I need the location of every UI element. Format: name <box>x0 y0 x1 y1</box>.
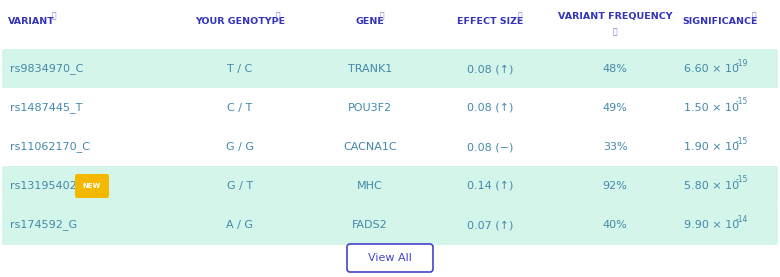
Text: rs11062170_C: rs11062170_C <box>10 142 90 152</box>
Text: SIGNIFICANCE: SIGNIFICANCE <box>682 17 757 25</box>
Text: rs174592_G: rs174592_G <box>10 220 77 230</box>
Text: 48%: 48% <box>603 64 627 74</box>
Text: 1.90 × 10: 1.90 × 10 <box>684 142 739 152</box>
Text: G / G: G / G <box>226 142 254 152</box>
Text: -19: -19 <box>736 58 748 68</box>
Text: ⓘ: ⓘ <box>275 12 280 20</box>
Text: -14: -14 <box>736 214 748 224</box>
Text: A / G: A / G <box>226 220 254 230</box>
FancyBboxPatch shape <box>2 127 778 167</box>
Text: -15: -15 <box>736 98 748 106</box>
Text: TRANK1: TRANK1 <box>348 64 392 74</box>
Text: 0.08 (↑): 0.08 (↑) <box>466 103 513 113</box>
Text: GENE: GENE <box>356 17 385 25</box>
Text: 1.50 × 10: 1.50 × 10 <box>685 103 739 113</box>
Text: View All: View All <box>368 253 412 263</box>
Text: 5.80 × 10: 5.80 × 10 <box>684 181 739 191</box>
Text: 92%: 92% <box>603 181 627 191</box>
Text: YOUR GENOTYPE: YOUR GENOTYPE <box>195 17 285 25</box>
FancyBboxPatch shape <box>347 244 433 272</box>
Text: 0.08 (−): 0.08 (−) <box>466 142 513 152</box>
Bar <box>0 0 780 48</box>
Text: -15: -15 <box>736 137 748 145</box>
Text: CACNA1C: CACNA1C <box>343 142 397 152</box>
FancyBboxPatch shape <box>2 88 778 128</box>
Text: MHC: MHC <box>357 181 383 191</box>
Text: 49%: 49% <box>603 103 627 113</box>
Text: ⓘ: ⓘ <box>518 12 523 20</box>
Text: ⓘ: ⓘ <box>380 12 385 20</box>
Text: EFFECT SIZE: EFFECT SIZE <box>457 17 523 25</box>
FancyBboxPatch shape <box>75 174 109 198</box>
FancyBboxPatch shape <box>2 49 778 89</box>
Text: ⓘ: ⓘ <box>51 12 56 20</box>
FancyBboxPatch shape <box>2 166 778 206</box>
Text: 9.90 × 10: 9.90 × 10 <box>684 220 739 230</box>
Text: -15: -15 <box>736 176 748 184</box>
Text: VARIANT: VARIANT <box>8 17 55 25</box>
Text: C / T: C / T <box>228 103 253 113</box>
Text: NEW: NEW <box>83 183 101 189</box>
Text: 33%: 33% <box>603 142 627 152</box>
Text: 0.08 (↑): 0.08 (↑) <box>466 64 513 74</box>
Text: VARIANT FREQUENCY: VARIANT FREQUENCY <box>558 12 672 22</box>
Text: rs1487445_T: rs1487445_T <box>10 102 83 114</box>
Text: ⓘ: ⓘ <box>612 27 617 37</box>
Text: T / C: T / C <box>228 64 253 74</box>
Text: 40%: 40% <box>603 220 627 230</box>
Text: 6.60 × 10: 6.60 × 10 <box>685 64 739 74</box>
Text: G / T: G / T <box>227 181 253 191</box>
Text: ⓘ: ⓘ <box>752 12 757 20</box>
Text: 0.07 (↑): 0.07 (↑) <box>466 220 513 230</box>
Text: FADS2: FADS2 <box>352 220 388 230</box>
FancyBboxPatch shape <box>2 205 778 245</box>
Text: rs9834970_C: rs9834970_C <box>10 63 83 75</box>
Text: POU3F2: POU3F2 <box>348 103 392 113</box>
Text: 0.14 (↑): 0.14 (↑) <box>466 181 513 191</box>
Text: rs13195402_G: rs13195402_G <box>10 181 91 191</box>
